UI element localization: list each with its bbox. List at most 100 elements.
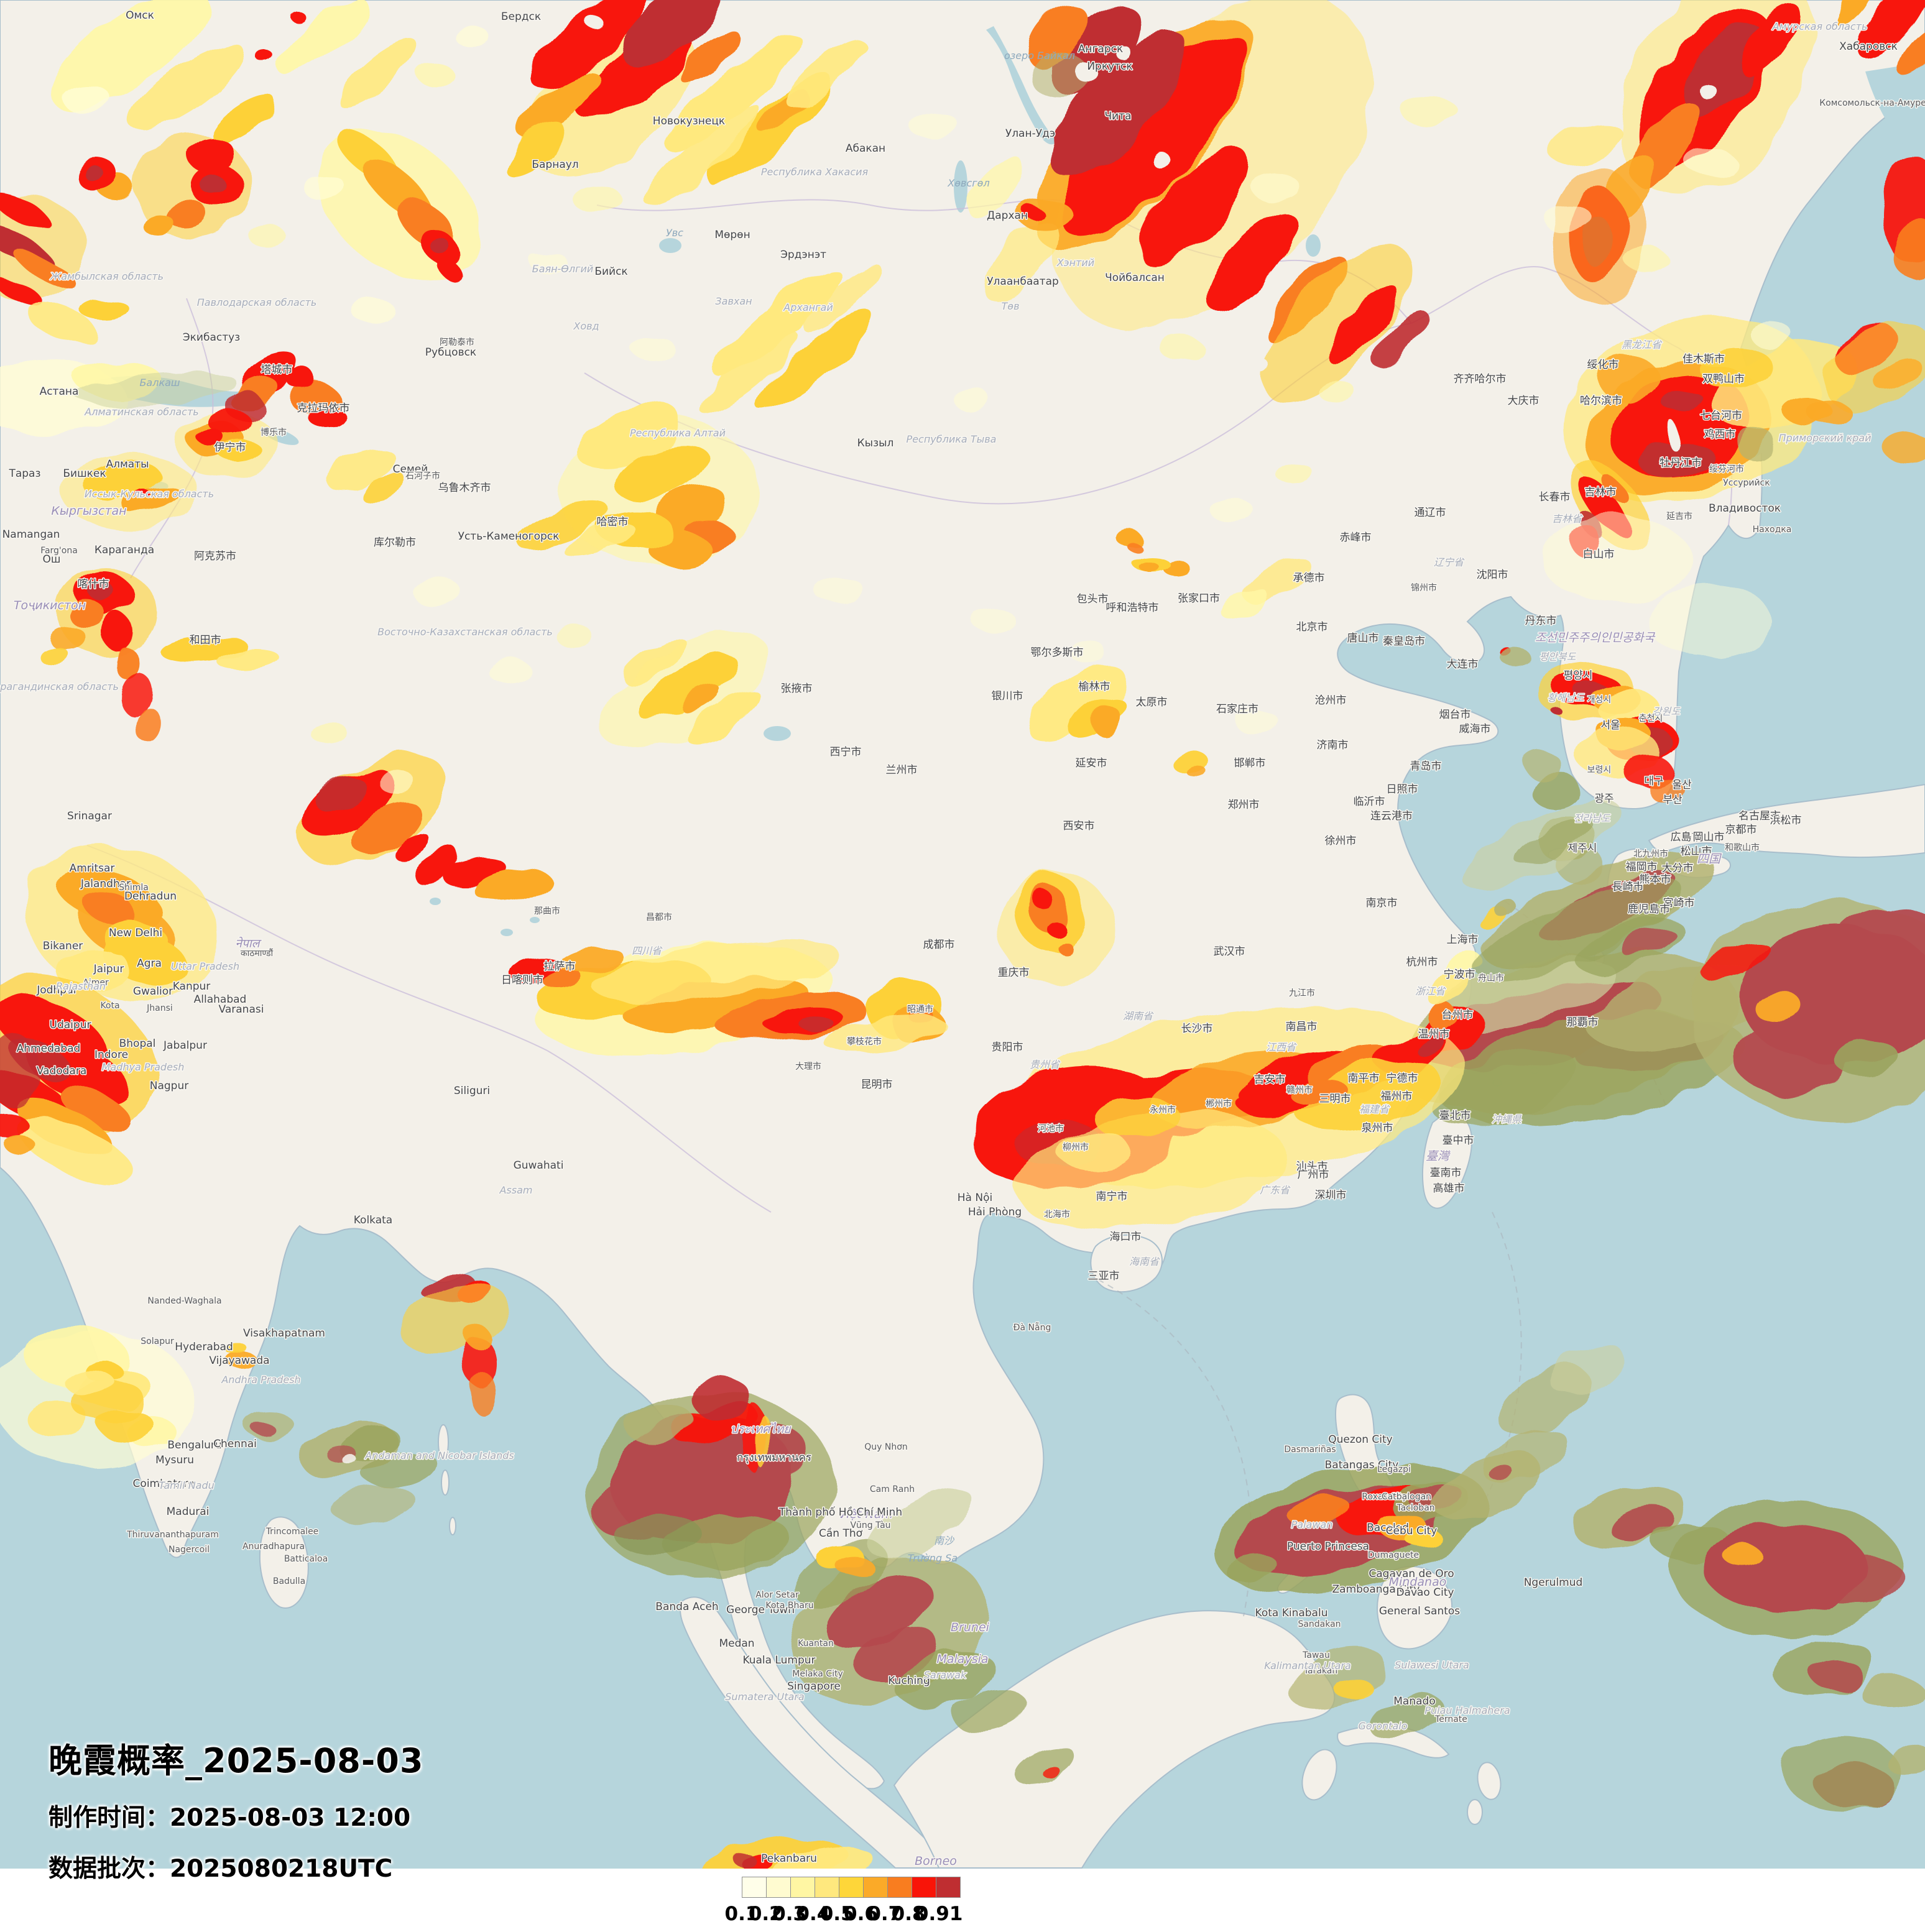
island-sulawesi-s bbox=[1301, 1749, 1337, 1801]
legend-tick: 0.7 bbox=[867, 1903, 902, 1925]
map-label: Cagayan de Oro bbox=[1369, 1568, 1454, 1580]
map-label: Dasmariñas bbox=[1284, 1445, 1336, 1455]
map-label: Visakhapatnam bbox=[243, 1327, 325, 1340]
lake-hovsgol bbox=[954, 160, 967, 213]
heat-blob bbox=[953, 1690, 1027, 1731]
heat-blob bbox=[1549, 169, 1646, 303]
map-label: Allahabad bbox=[194, 993, 247, 1006]
map-label: 博乐市 bbox=[261, 427, 287, 438]
legend-swatch bbox=[864, 1877, 888, 1898]
heat-blob bbox=[251, 1422, 274, 1434]
heat-blob bbox=[1433, 1049, 1576, 1127]
map-label: 四国 bbox=[1697, 852, 1722, 866]
heat-blob bbox=[468, 1325, 490, 1350]
heat-blob bbox=[678, 30, 740, 82]
map-label: 松山市 bbox=[1681, 845, 1712, 858]
heat-blob bbox=[800, 1016, 832, 1031]
map-label: 熊本市 bbox=[1640, 873, 1671, 886]
map-label: 伊宁市 bbox=[215, 441, 246, 454]
map-label: Жамбылская область bbox=[50, 270, 164, 282]
heat-blob bbox=[1784, 1734, 1899, 1811]
map-label: Catbalogan bbox=[1382, 1492, 1431, 1502]
map-label: Республика Тыва bbox=[907, 433, 997, 445]
heat-blob bbox=[787, 40, 867, 109]
heat-blob bbox=[1475, 879, 1684, 980]
heat-blob bbox=[219, 439, 262, 464]
heat-blob bbox=[379, 772, 417, 794]
heat-blob bbox=[572, 185, 622, 213]
heat-blob bbox=[286, 370, 317, 389]
probability-legend: 0.1 0.2 0.3 0.4 0.5 0.6 0.7 0.8 0.9 1 bbox=[725, 1877, 962, 1928]
map-label: Ховд bbox=[573, 320, 599, 332]
map-label: 南平市 bbox=[1348, 1072, 1380, 1085]
heat-blob bbox=[1598, 357, 1660, 401]
map-label: Shimla bbox=[119, 883, 149, 893]
map-label: 白山市 bbox=[1583, 548, 1615, 561]
map-label: Алматинская область bbox=[84, 406, 198, 418]
map-label: 평안북도 bbox=[1540, 651, 1577, 663]
map-label: Medan bbox=[719, 1637, 754, 1650]
heat-blob bbox=[553, 623, 591, 645]
heat-blob bbox=[134, 487, 149, 497]
map-label: Chennai bbox=[213, 1438, 257, 1450]
map-label: 舟山市 bbox=[1478, 973, 1504, 983]
heat-blob bbox=[1699, 942, 1770, 979]
map-label: Hà Nội bbox=[958, 1192, 992, 1204]
map-label: 鸡西市 bbox=[1704, 428, 1736, 441]
map-label: 榆林市 bbox=[1079, 681, 1110, 693]
map-label: 臺灣 bbox=[1426, 1149, 1451, 1163]
heat-blob bbox=[1551, 706, 1561, 714]
map-label: Ангарск bbox=[1078, 43, 1124, 55]
heat-blob bbox=[1318, 380, 1355, 403]
heat-blob bbox=[614, 443, 710, 502]
heat-blob bbox=[1139, 562, 1159, 572]
heat-blob bbox=[16, 252, 78, 289]
lake-tibet1 bbox=[501, 929, 513, 936]
heat-blob bbox=[325, 449, 397, 489]
map-label: Andhra Pradesh bbox=[221, 1374, 300, 1386]
map-label: 海南省 bbox=[1129, 1256, 1160, 1267]
heat-blob bbox=[57, 949, 132, 993]
heat-blob bbox=[228, 1354, 259, 1371]
heat-blob bbox=[0, 1033, 39, 1108]
heat-blob bbox=[488, 659, 532, 684]
map-label: 평양시 bbox=[1564, 669, 1593, 682]
map-label: Gwalior bbox=[133, 985, 173, 998]
map-label: 和歌山市 bbox=[1725, 842, 1760, 853]
map-label: Nagercoil bbox=[168, 1545, 210, 1555]
map-label: 日喀则市 bbox=[501, 974, 543, 987]
heat-blob bbox=[1523, 751, 1561, 778]
map-label: Nagpur bbox=[150, 1080, 188, 1092]
map-label: Madhya Pradesh bbox=[102, 1061, 185, 1073]
map-label: Rajasthan bbox=[56, 980, 106, 992]
map-label: Batangas City bbox=[1325, 1459, 1399, 1471]
map-label: Рубцовск bbox=[425, 346, 476, 359]
heat-blob bbox=[211, 94, 274, 142]
heat-blob bbox=[58, 1085, 131, 1130]
map-label: Puerto Princesa bbox=[1287, 1540, 1369, 1553]
map-label: Badulla bbox=[273, 1576, 305, 1586]
heat-blob bbox=[1738, 427, 1775, 462]
map-label: Амурская область bbox=[1772, 21, 1868, 32]
map-label: 双鸭山市 bbox=[1702, 373, 1745, 385]
map-label: Varanasi bbox=[219, 1003, 264, 1016]
map-label: 银川市 bbox=[992, 690, 1023, 702]
heat-blob bbox=[120, 673, 152, 716]
map-label: 昌都市 bbox=[646, 912, 672, 922]
heat-blob bbox=[1415, 1035, 1446, 1056]
heat-blob bbox=[394, 833, 430, 860]
map-label: Ternate bbox=[1434, 1714, 1467, 1724]
heat-blob bbox=[966, 156, 1023, 217]
map-label: Uttar Pradesh bbox=[171, 960, 239, 972]
map-label: 喀什市 bbox=[78, 578, 109, 591]
map-label: 重庆市 bbox=[998, 967, 1030, 979]
heat-overlay-layer bbox=[0, 0, 1925, 1869]
map-label: 大连市 bbox=[1447, 658, 1479, 671]
lake-uvs bbox=[659, 238, 681, 253]
heat-blob bbox=[772, 1844, 872, 1869]
heat-blob bbox=[1424, 971, 1473, 1006]
map-label: Баян-Өлгий bbox=[532, 263, 594, 275]
map-label: Tawau bbox=[1302, 1650, 1330, 1660]
map-label: Brunei bbox=[951, 1621, 990, 1634]
